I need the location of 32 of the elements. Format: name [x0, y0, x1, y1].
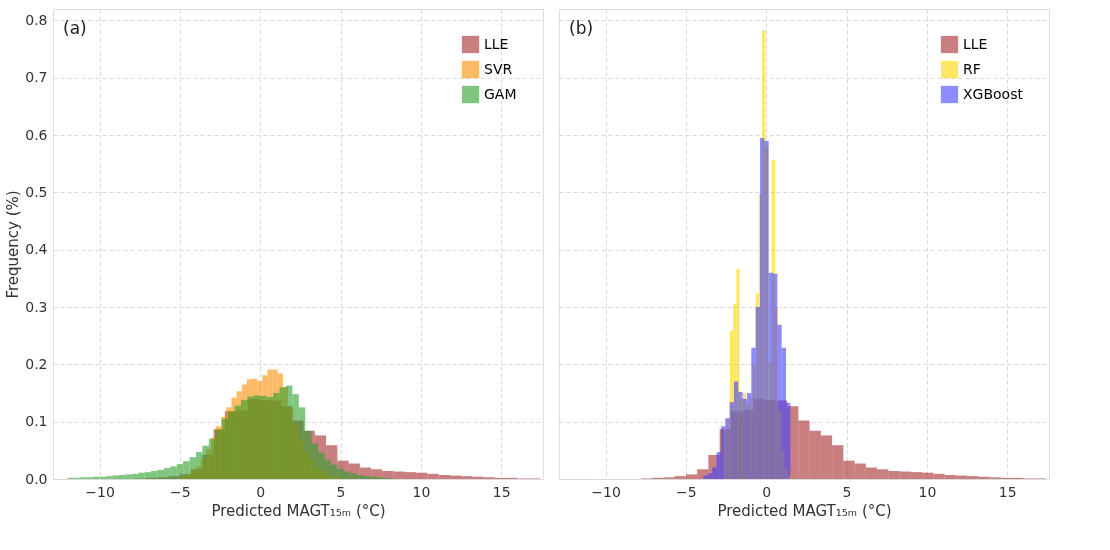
y-tick-label: 0.6: [25, 126, 48, 143]
y-tick-label: 0.7: [25, 69, 48, 86]
x-tick-label: −5: [170, 483, 191, 500]
x-tick-label: 15: [492, 483, 511, 500]
x-axis-title: Predicted MAGT₁₅ₘ (°C): [211, 501, 386, 520]
legend-label: LLE: [963, 35, 988, 52]
legend-label: RF: [963, 60, 981, 77]
x-tick-label: −10: [85, 483, 115, 500]
x-tick-label: 0: [256, 483, 266, 500]
legend-label: GAM: [484, 85, 517, 102]
x-tick-label: −10: [591, 483, 621, 500]
y-tick-label: 0.5: [25, 183, 48, 200]
annotation: (b): [569, 18, 594, 38]
x-tick-label: 5: [842, 483, 852, 500]
legend-label: LLE: [484, 35, 509, 52]
x-tick-label: 10: [412, 483, 431, 500]
legend-label: XGBoost: [963, 85, 1024, 102]
y-tick-label: 0.0: [25, 470, 48, 487]
x-axis-title: Predicted MAGT₁₅ₘ (°C): [717, 501, 892, 520]
x-tick-label: 5: [336, 483, 346, 500]
x-tick-label: 15: [998, 483, 1017, 500]
x-tick-label: 0: [762, 483, 772, 500]
annotation: (a): [63, 18, 87, 38]
x-tick-label: −5: [676, 483, 697, 500]
legend-label: SVR: [484, 60, 513, 77]
y-tick-label: 0.4: [25, 241, 48, 258]
y-tick-label: 0.8: [25, 11, 48, 28]
y-axis-title: Frequency (%): [4, 190, 23, 299]
y-tick-label: 0.2: [25, 355, 48, 372]
y-tick-label: 0.1: [25, 413, 48, 430]
x-tick-label: 10: [918, 483, 937, 500]
y-tick-label: 0.3: [25, 298, 48, 315]
